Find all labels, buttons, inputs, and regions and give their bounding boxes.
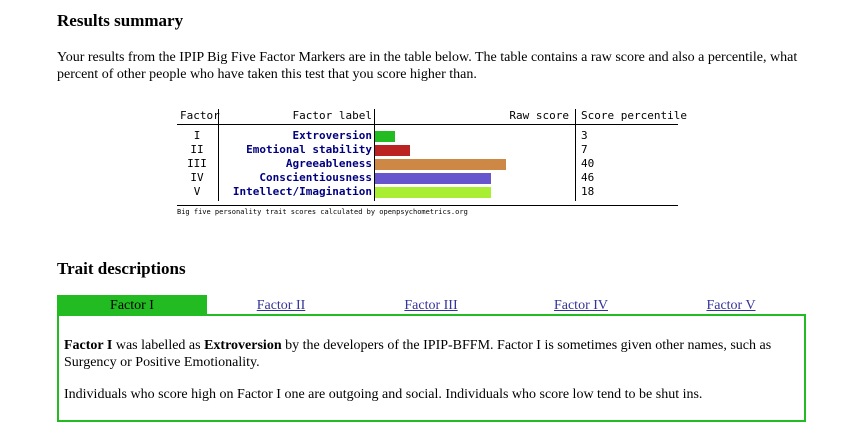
header-factor-label: Factor label <box>292 109 372 122</box>
table-divider <box>374 109 375 201</box>
raw-score-cell <box>375 143 575 157</box>
factor-description-paragraph: Factor I was labelled as Extroversion by… <box>64 337 799 371</box>
description-text: was labelled as <box>112 338 205 353</box>
score-percentile: 7 <box>581 143 588 156</box>
results-intro-text: Your results from the IPIP Big Five Fact… <box>57 50 798 82</box>
tab-factor-1[interactable]: Factor I <box>57 295 207 316</box>
factor-label: Intellect/Imagination <box>232 185 372 198</box>
raw-score-bar <box>375 131 395 142</box>
table-divider <box>575 109 576 201</box>
header-raw-score: Raw score <box>509 109 569 122</box>
trait-descriptions-heading: Trait descriptions <box>57 259 186 278</box>
tab-factor-4[interactable]: Factor IV <box>553 298 609 313</box>
table-row: I Extroversion 3 <box>177 129 678 143</box>
factor-number: V <box>193 185 201 198</box>
score-percentile: 18 <box>581 185 595 198</box>
factor-number: I <box>193 129 201 142</box>
table-caption: Big five personality trait scores calcul… <box>177 208 468 216</box>
header-score-percentile: Score percentile <box>581 109 687 122</box>
factor-number: IV <box>190 171 204 184</box>
score-percentile: 40 <box>581 157 595 170</box>
score-percentile: 3 <box>581 129 588 142</box>
table-row: IV Conscientiousness 46 <box>177 171 678 185</box>
raw-score-bar <box>375 145 410 156</box>
factor-tabs: Factor I Factor II Factor III Factor IV … <box>57 295 807 316</box>
raw-score-cell <box>375 129 575 143</box>
factor-label: Extroversion <box>292 129 372 142</box>
factor-name-bold: Factor I <box>64 338 113 353</box>
header-factor: Factor <box>180 109 220 122</box>
factor-label: Conscientiousness <box>259 171 372 184</box>
raw-score-bar <box>375 159 506 170</box>
tab-factor-3[interactable]: Factor III <box>404 298 458 313</box>
description-text: by the developers of the IPIP-BFFM. Fact… <box>64 338 772 370</box>
factor-description-panel: Factor I was labelled as Extroversion by… <box>57 314 806 422</box>
raw-score-cell <box>375 157 575 171</box>
table-header-row: Factor Factor label Raw score Score perc… <box>177 109 687 125</box>
raw-score-bar <box>375 187 491 198</box>
factor-number: II <box>190 143 204 156</box>
factor-score-meaning: Individuals who score high on Factor I o… <box>64 387 703 402</box>
table-row: V Intellect/Imagination 18 <box>177 185 678 199</box>
raw-score-cell <box>375 171 575 185</box>
factor-label-bold: Extroversion <box>204 338 282 353</box>
results-table: Factor Factor label Raw score Score perc… <box>177 109 687 206</box>
table-divider <box>218 109 219 201</box>
tab-factor-5[interactable]: Factor V <box>706 298 756 313</box>
factor-label: Agreeableness <box>285 157 372 170</box>
raw-score-cell <box>375 185 575 199</box>
raw-score-bar <box>375 173 491 184</box>
table-bottom-rule <box>177 205 678 206</box>
factor-number: III <box>187 157 207 170</box>
factor-label: Emotional stability <box>246 143 372 156</box>
results-summary-heading: Results summary <box>57 11 184 30</box>
tab-factor-2[interactable]: Factor II <box>256 298 306 313</box>
score-percentile: 46 <box>581 171 595 184</box>
table-row: III Agreeableness 40 <box>177 157 678 171</box>
table-row: II Emotional stability 7 <box>177 143 678 157</box>
